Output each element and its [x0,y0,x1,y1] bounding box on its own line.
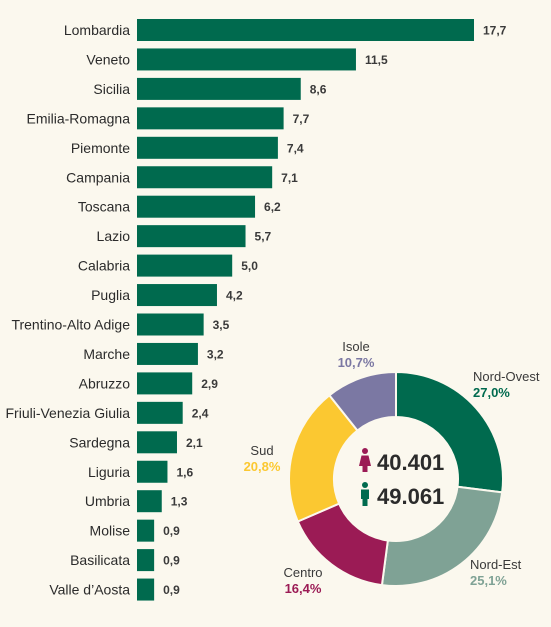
female-icon [359,448,371,472]
bar [137,284,217,307]
value-label: 0,9 [163,583,180,597]
category-label: Lombardia [64,22,130,38]
category-label: Toscana [78,199,130,215]
category-label: Molise [90,523,131,539]
category-label: Calabria [78,258,130,274]
bar [137,225,246,248]
value-label: 0,9 [163,554,180,568]
category-label: Puglia [91,287,130,303]
slice-percent: 10,7% [338,355,375,370]
category-label: Umbria [85,493,130,509]
category-label: Sicilia [93,81,130,97]
bar [137,519,155,542]
category-label: Basilicata [70,552,130,568]
female-count: 40.401 [377,450,444,475]
bar [137,107,284,130]
value-label: 1,3 [171,495,188,509]
value-label: 17,7 [483,24,507,38]
bars-group: Lombardia 17,7 Veneto 11,5 Sicilia 8,6 Emilia-… [6,19,507,601]
value-label: 1,6 [176,465,193,479]
bar [137,431,177,454]
slice-name: Nord-Ovest [473,369,540,384]
category-label: Veneto [86,51,130,67]
category-label: Liguria [88,464,130,480]
category-label: Marche [83,346,130,362]
bar [137,372,193,395]
slice-name: Nord-Est [470,557,522,572]
value-label: 3,5 [213,318,230,332]
category-label: Campania [66,169,130,185]
bar [137,401,183,424]
value-label: 4,2 [226,289,243,303]
donut-slices [288,370,504,587]
bar [137,77,301,100]
bar [137,166,273,189]
category-label: Lazio [97,228,131,244]
value-label: 2,9 [201,377,218,391]
value-label: 11,5 [365,53,388,67]
slice-percent: 25,1% [470,573,507,588]
donut-slice [380,485,504,587]
bar [137,313,204,336]
value-label: 0,9 [163,524,180,538]
bar [137,549,155,572]
category-label: Emilia-Romagna [27,110,131,126]
bar [137,460,168,483]
bar [137,19,474,41]
value-label: 2,1 [186,436,203,450]
donut-slice [327,370,397,432]
bar [137,490,162,513]
value-label: 2,4 [192,406,209,420]
slice-percent: 16,4% [285,581,322,596]
bar [137,254,233,277]
value-label: 5,0 [241,259,258,273]
bar [137,48,356,71]
male-icon [361,482,369,506]
category-label: Piemonte [71,140,130,156]
donut-center: 40.401 49.061 [359,448,444,509]
value-label: 7,1 [281,171,298,185]
slice-percent: 27,0% [473,385,510,400]
value-label: 5,7 [255,230,272,244]
category-label: Trentino-Alto Adige [11,317,130,333]
bar [137,195,256,218]
category-label: Abruzzo [79,375,131,391]
slice-percent: 20,8% [244,459,281,474]
bar [137,578,155,601]
donut-slice [395,370,504,494]
slice-name: Sud [250,443,273,458]
category-label: Sardegna [69,434,130,450]
value-label: 7,7 [293,112,310,126]
slice-name: Isole [342,339,369,354]
category-label: Friuli-Venezia Giulia [6,405,131,421]
male-count: 49.061 [377,484,444,509]
bar [137,342,198,365]
value-label: 3,2 [207,347,224,361]
bar [137,136,278,159]
slice-name: Centro [283,565,322,580]
value-label: 8,6 [310,82,327,96]
value-label: 6,2 [264,200,281,214]
category-label: Valle d’Aosta [49,582,130,598]
value-label: 7,4 [287,141,304,155]
